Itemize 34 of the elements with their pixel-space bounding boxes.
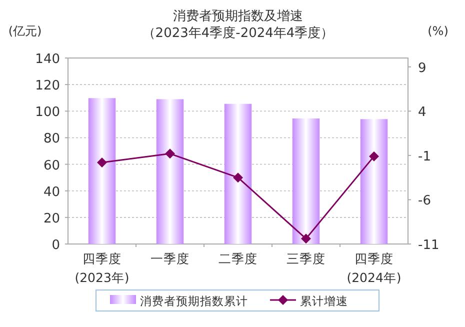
y-tick-label: 80: [43, 132, 60, 147]
y-tick-label: 0: [52, 238, 60, 253]
y-tick-label: 120: [35, 78, 60, 94]
point: [369, 151, 379, 162]
y2-tick-label: 4: [418, 105, 426, 120]
legend-label: 消费者预期指数累计: [140, 294, 248, 308]
y-axis-title: (亿元): [8, 24, 42, 38]
y2-tick-label: -11: [418, 238, 440, 253]
point: [97, 158, 107, 168]
y-tick-label: 20: [43, 211, 60, 226]
legend-label: 累计增速: [300, 294, 348, 308]
x-tick-label: 二季度: [218, 251, 258, 266]
bar: [88, 98, 116, 244]
x-tick-label: 三季度: [286, 251, 326, 266]
y2-tick-label: -1: [418, 149, 431, 164]
y-tick-label: 100: [35, 105, 60, 120]
chart-subtitle: （2023年4季度-2024年4季度）: [142, 25, 334, 41]
x-tick-label: 一季度: [150, 251, 190, 266]
point: [165, 148, 175, 159]
point: [301, 234, 311, 244]
y2-tick-label: -6: [418, 194, 431, 209]
bar: [292, 118, 320, 244]
y-tick-label: 40: [43, 184, 60, 200]
bar: [360, 119, 388, 244]
chart-title: 消费者预期指数及增速: [173, 9, 303, 24]
x-tick-label: 四季度 (2024年): [346, 251, 402, 285]
x-tick-label: 四季度 (2023年): [74, 251, 130, 285]
y2-axis-title: (%): [428, 24, 448, 38]
y-tick-label: 60: [43, 158, 60, 174]
bar: [156, 99, 184, 244]
y2-tick-label: 9: [418, 60, 426, 76]
y-tick-label: 140: [35, 52, 60, 67]
bar: [224, 104, 252, 244]
point: [233, 172, 243, 183]
